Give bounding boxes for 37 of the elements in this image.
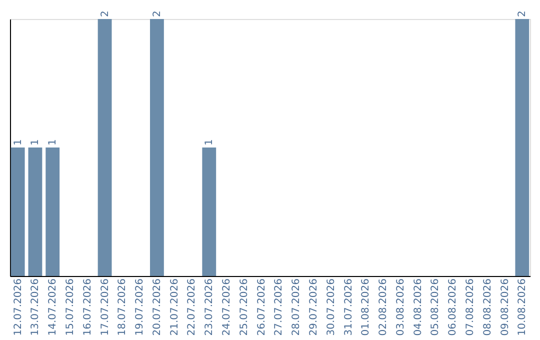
x-tick-label: 07.08.2026 — [465, 278, 476, 336]
x-tick-label: 22.07.2026 — [186, 278, 198, 336]
x-tick-label: 15.07.2026 — [65, 278, 76, 336]
x-tick-label: 13.07.2026 — [30, 278, 42, 336]
x-tick-label: 27.07.2026 — [274, 278, 285, 336]
data-label: 1 — [12, 139, 24, 146]
x-tick-label: 21.07.2026 — [169, 278, 180, 336]
x-tick-label: 06.08.2026 — [448, 278, 459, 336]
x-tick-label: 14.07.2026 — [48, 278, 59, 336]
x-tick-label: 30.07.2026 — [326, 278, 337, 336]
x-tick-label: 02.08.2026 — [378, 278, 390, 336]
x-tick-label: 26.07.2026 — [256, 278, 268, 336]
x-tick-label: 25.07.2026 — [238, 278, 250, 336]
x-tick-label: 03.08.2026 — [395, 278, 406, 336]
x-tick-label: 04.08.2026 — [412, 278, 424, 336]
x-tick-label: 18.07.2026 — [117, 278, 128, 336]
x-tick-label: 10.08.2026 — [517, 278, 528, 336]
x-tick-label: 08.08.2026 — [482, 278, 494, 336]
data-label: 2 — [100, 10, 111, 17]
x-tick-label: 12.07.2026 — [12, 278, 24, 336]
data-label: 1 — [30, 139, 42, 146]
x-tick-label: 23.07.2026 — [204, 278, 216, 336]
x-tick-label: 31.07.2026 — [343, 278, 354, 336]
x-tick-label: 28.07.2026 — [291, 278, 302, 336]
x-tick-label: 20.07.2026 — [152, 278, 163, 336]
data-label: 1 — [204, 139, 216, 146]
x-tick-label: 05.08.2026 — [430, 278, 442, 336]
data-label: 2 — [152, 10, 163, 17]
x-tick-label: 09.08.2026 — [500, 278, 511, 336]
x-tick-label: 29.07.2026 — [308, 278, 320, 336]
x-tick-label: 16.07.2026 — [82, 278, 94, 336]
data-label: 2 — [517, 10, 528, 17]
x-tick-label: 19.07.2026 — [134, 278, 146, 336]
x-tick-label: 17.07.2026 — [100, 278, 111, 336]
x-tick-label: 01.08.2026 — [360, 278, 372, 336]
x-tick-label: 24.07.2026 — [222, 278, 233, 336]
data-label: 1 — [48, 139, 59, 146]
